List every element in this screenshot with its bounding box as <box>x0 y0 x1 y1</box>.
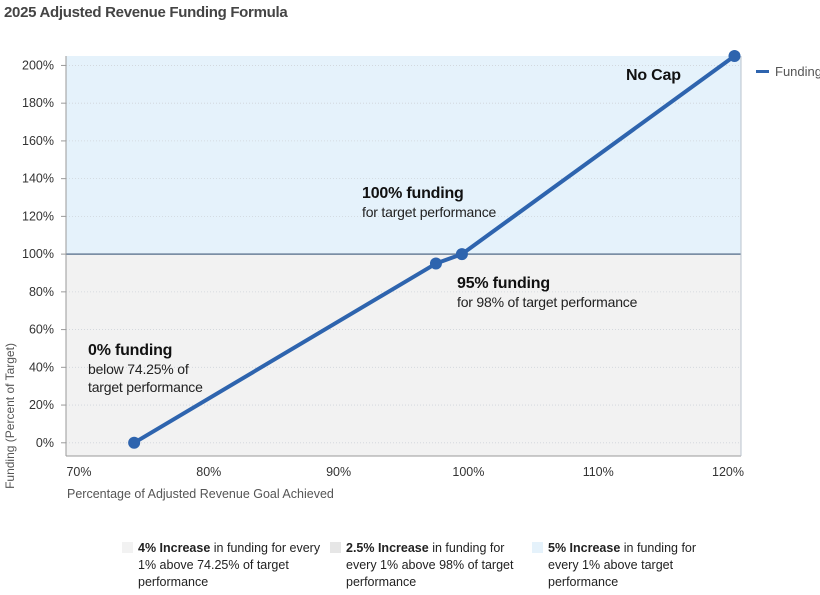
annotation-0-sub: below 74.25% of target performance <box>88 361 203 395</box>
footnote-text: in funding for every 1% above 98% of tar… <box>346 541 514 589</box>
y-tick-label: 120% <box>22 209 54 223</box>
x-tick-label: 110% <box>583 465 614 479</box>
y-tick-label: 160% <box>22 134 54 148</box>
annotation-95-head: 95% funding <box>457 275 550 292</box>
annotation-100-funding: 100% funding for target performance <box>362 184 496 222</box>
y-tick-label: 180% <box>22 96 54 110</box>
y-tick-label: 0% <box>36 436 54 450</box>
legend: Funding <box>756 64 820 79</box>
footnote-swatch <box>532 542 543 553</box>
chart-title: 2025 Adjusted Revenue Funding Formula <box>4 4 288 21</box>
footnote-bold: 5% Increase <box>548 541 621 555</box>
footnote-5pct: 5% Increase in funding for every 1% abov… <box>532 540 698 591</box>
y-tick-label: 140% <box>22 172 54 186</box>
legend-swatch <box>756 70 769 73</box>
data-point <box>128 436 141 449</box>
footnote-bold: 4% Increase <box>138 541 211 555</box>
footnote-4pct: 4% Increase in funding for every 1% abov… <box>122 540 323 591</box>
footnote-2-5pct: 2.5% Increase in funding for every 1% ab… <box>330 540 531 591</box>
x-tick-label: 100% <box>452 465 484 479</box>
y-tick-label: 40% <box>29 360 54 374</box>
data-point <box>728 50 741 62</box>
footnote-swatch <box>330 542 341 553</box>
annotation-95-funding: 95% funding for 98% of target performanc… <box>457 274 637 312</box>
footnote-bold: 2.5% Increase <box>346 541 429 555</box>
x-axis-label: Percentage of Adjusted Revenue Goal Achi… <box>67 487 334 501</box>
y-tick-label: 80% <box>29 285 54 299</box>
band-1 <box>66 56 741 255</box>
annotation-100-head: 100% funding <box>362 185 464 202</box>
footnote-text: in funding for every 1% above target per… <box>548 541 697 589</box>
x-tick-label: 120% <box>712 465 744 479</box>
x-tick-label: 90% <box>326 465 351 479</box>
x-tick-label: 80% <box>196 465 221 479</box>
annotation-100-sub: for target performance <box>362 204 497 220</box>
y-axis-label: Funding (Percent of Target) <box>3 343 17 489</box>
footnote-swatch <box>122 542 133 553</box>
legend-label: Funding <box>775 64 820 79</box>
y-tick-label: 60% <box>29 323 54 337</box>
annotation-no-cap: No Cap <box>626 66 681 86</box>
annotation-no-cap-head: No Cap <box>626 67 681 84</box>
annotation-0-funding: 0% funding below 74.25% of target perfor… <box>88 341 218 396</box>
y-tick-label: 200% <box>22 58 54 72</box>
y-tick-label: 100% <box>22 247 54 261</box>
series-line-funding <box>133 54 736 445</box>
y-tick-label: 20% <box>29 398 54 412</box>
data-point <box>429 257 442 270</box>
band-0 <box>66 254 741 456</box>
annotation-0-head: 0% funding <box>88 342 173 359</box>
annotation-95-sub: for 98% of target performance <box>457 294 638 310</box>
data-point <box>455 248 468 261</box>
x-tick-label: 70% <box>66 465 91 479</box>
footnote-text: in funding for every 1% above 74.25% of … <box>138 541 321 589</box>
